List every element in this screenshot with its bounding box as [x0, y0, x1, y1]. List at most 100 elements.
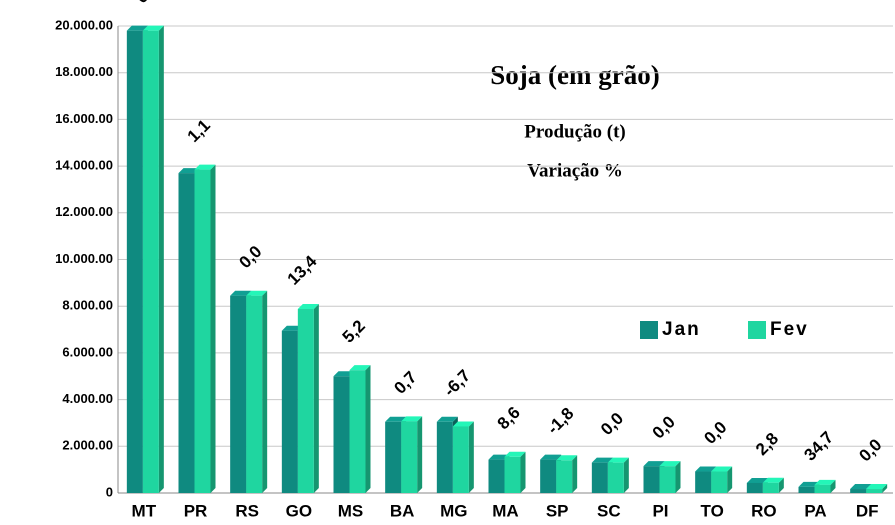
x-tick-label: PA — [804, 501, 826, 520]
bar — [866, 489, 883, 493]
bar-top — [246, 290, 268, 296]
bar — [643, 466, 660, 493]
bar — [591, 462, 608, 493]
x-tick-label: PR — [184, 501, 208, 520]
bar-top — [850, 484, 872, 490]
x-tick-label: TO — [701, 501, 724, 520]
bar-side — [417, 416, 423, 493]
bar-top — [591, 457, 613, 463]
bar — [746, 482, 763, 493]
x-tick-label: RO — [751, 501, 777, 520]
x-tick-label: MA — [492, 501, 518, 520]
y-tick-label: 2.000.00 — [62, 438, 113, 453]
variation-label: 0,0 — [132, 0, 162, 7]
x-tick-label: BA — [390, 501, 415, 520]
chart-title: Soja (em grão) — [490, 60, 659, 90]
bar-side — [623, 457, 629, 493]
y-tick-label: 10.000.00 — [55, 251, 113, 266]
bar-top — [297, 304, 319, 310]
bar — [762, 482, 779, 493]
bar — [281, 330, 298, 493]
bar-top — [540, 454, 562, 460]
bar — [194, 169, 211, 494]
bar — [246, 295, 263, 493]
bar-top — [230, 290, 252, 296]
bar-top — [695, 466, 717, 472]
bar — [814, 484, 831, 493]
bar-top — [762, 477, 784, 483]
bar — [230, 295, 247, 493]
bar — [607, 462, 624, 493]
y-tick-label: 6.000.00 — [62, 344, 113, 359]
bar-top — [281, 325, 303, 331]
bar-side — [727, 466, 733, 493]
bar-top — [814, 479, 836, 485]
y-tick-label: 18.000.00 — [55, 64, 113, 79]
y-tick-label: 16.000.00 — [55, 111, 113, 126]
legend-box — [635, 314, 845, 346]
y-tick-label: 4.000.00 — [62, 391, 113, 406]
x-tick-label: MS — [338, 501, 364, 520]
bar-top — [504, 451, 526, 457]
bar-side — [572, 455, 578, 493]
bar — [711, 471, 728, 493]
bar-side — [262, 290, 268, 493]
x-tick-label: MG — [440, 501, 467, 520]
bar — [436, 421, 453, 493]
legend-label: Fev — [770, 319, 809, 340]
legend-label: Jan — [662, 319, 701, 340]
bar — [556, 460, 573, 493]
bar — [488, 459, 505, 493]
annotation: Variação % — [527, 160, 623, 181]
x-tick-label: RS — [235, 501, 259, 520]
bar-side — [675, 461, 681, 493]
x-tick-label: GO — [286, 501, 312, 520]
bar-top — [746, 477, 768, 483]
bar — [142, 30, 159, 493]
bar-top — [488, 454, 510, 460]
x-tick-label: MT — [132, 501, 157, 520]
x-tick-label: SC — [597, 501, 621, 520]
bar — [401, 421, 418, 493]
bar-side — [365, 365, 371, 493]
bar — [659, 466, 676, 493]
bar — [349, 370, 366, 493]
y-tick-label: 8.000.00 — [62, 298, 113, 313]
y-tick-label: 14.000.00 — [55, 158, 113, 173]
bar-top — [333, 371, 355, 377]
bar-top — [452, 421, 474, 427]
bar-top — [711, 466, 733, 472]
bar-top — [349, 365, 371, 371]
bar — [333, 376, 350, 493]
y-tick-label: 12.000.00 — [55, 204, 113, 219]
bar-top — [607, 457, 629, 463]
x-tick-label: DF — [856, 501, 879, 520]
bar-side — [210, 164, 216, 494]
bar — [798, 486, 815, 493]
bar — [540, 459, 557, 493]
bar-top — [659, 461, 681, 467]
bar-top — [866, 484, 888, 490]
bar-side — [882, 484, 888, 493]
legend-swatch — [748, 321, 766, 339]
chart-subtitle: Produção (t) — [524, 121, 626, 142]
bar-side — [468, 421, 474, 493]
legend-swatch — [640, 321, 658, 339]
bar-top — [401, 416, 423, 422]
bar — [850, 489, 867, 493]
bar-top — [556, 455, 578, 461]
bar-top — [142, 25, 164, 31]
bar-side — [830, 479, 836, 493]
x-tick-label: PI — [652, 501, 668, 520]
bar-top — [436, 416, 458, 422]
bar-side — [158, 25, 164, 493]
y-tick-label: 20.000.00 — [55, 17, 113, 32]
bar-side — [778, 477, 784, 493]
bar — [452, 426, 469, 493]
bar-top — [798, 481, 820, 487]
bar — [504, 456, 521, 493]
bar-side — [520, 451, 526, 493]
bar-side — [313, 304, 319, 493]
y-tick-label: 0 — [106, 484, 113, 499]
